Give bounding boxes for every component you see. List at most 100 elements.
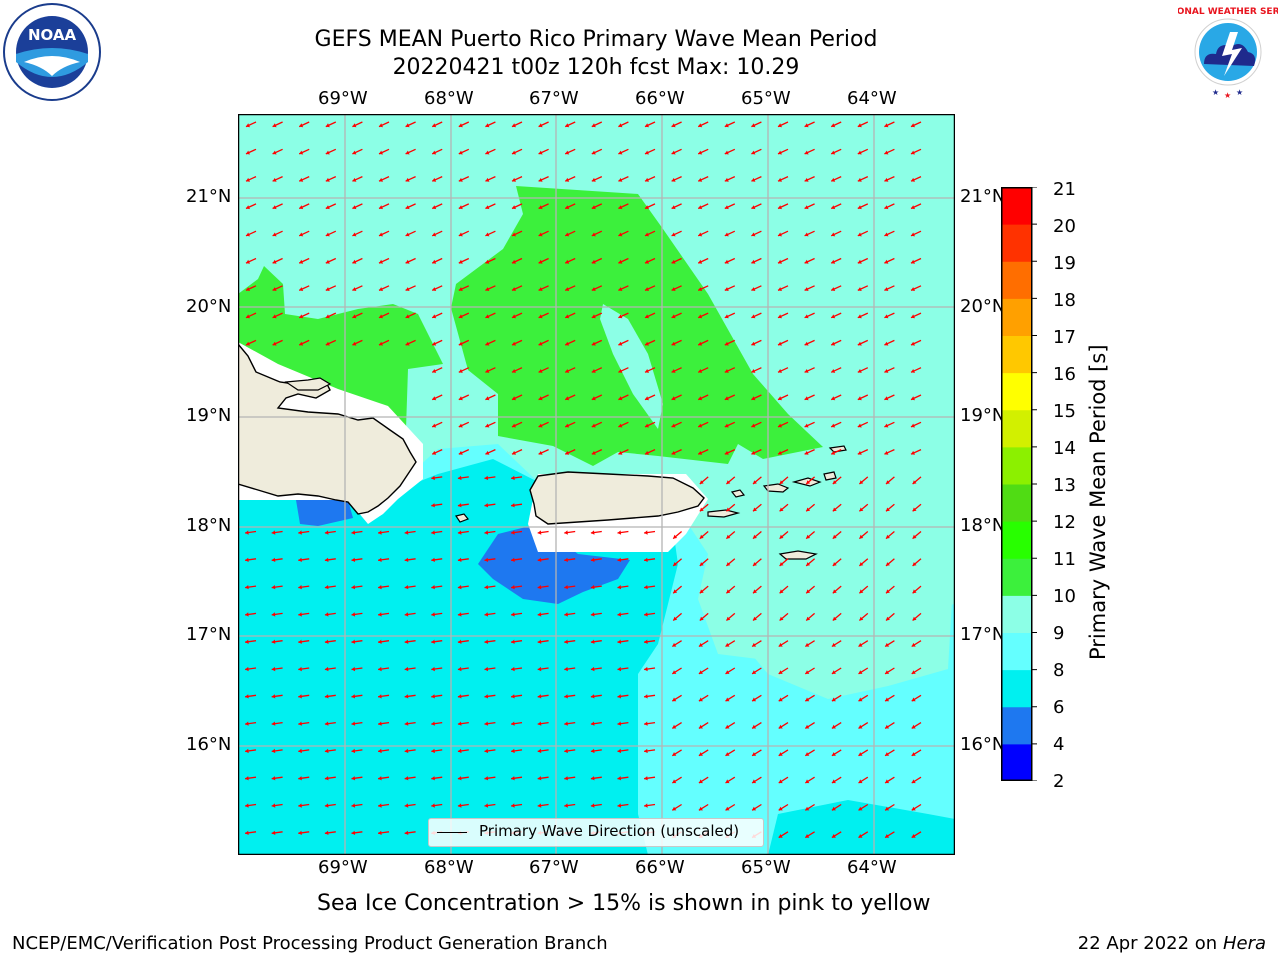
nws-logo: NATIONAL WEATHER SERVICE ★ ★ ★ xyxy=(1178,4,1278,100)
wave-arrow-head xyxy=(272,205,277,210)
wave-arrow-head xyxy=(644,803,648,808)
wave-arrow-head xyxy=(645,314,649,319)
wave-arrow-head xyxy=(832,507,837,512)
wave-arrow-head xyxy=(858,697,863,702)
wave-arrow-head xyxy=(726,589,731,594)
wave-arrow-head xyxy=(645,369,649,373)
wave-arrow-head xyxy=(431,475,435,481)
wave-arrow-head xyxy=(457,748,462,754)
wave-arrow-head xyxy=(565,423,570,428)
wave-arrow-head xyxy=(458,150,463,155)
wave-arrow-head xyxy=(673,562,678,566)
wave-arrow-head xyxy=(618,232,623,237)
wave-arrow-head xyxy=(432,423,437,428)
wave-arrow-head xyxy=(299,259,304,264)
wave-arrow-head xyxy=(699,507,704,512)
wave-arrow-head xyxy=(271,776,276,781)
wave-arrow-head xyxy=(298,748,302,754)
wave-arrow-head xyxy=(699,534,704,539)
wave-arrow-head xyxy=(457,612,462,617)
wave-arrow-head xyxy=(378,721,382,726)
wave-arrow-head xyxy=(485,232,490,237)
wave-arrow-head xyxy=(512,150,516,155)
wave-arrow-head xyxy=(564,530,568,535)
lon-label-top-69w: 69°W xyxy=(318,88,368,109)
wave-arrow-head xyxy=(857,287,862,291)
wave-arrow-head xyxy=(699,480,704,484)
wave-arrow-head xyxy=(806,534,811,539)
wave-arrow-head xyxy=(378,557,382,562)
wave-arrow-head xyxy=(457,475,462,481)
nws-ring-text: NATIONAL WEATHER SERVICE xyxy=(1178,7,1278,17)
wave-arrow-head xyxy=(298,803,302,808)
wave-arrow-head xyxy=(725,752,730,756)
legend-label: Primary Wave Direction (unscaled) xyxy=(479,822,740,840)
wave-arrow-head xyxy=(458,123,463,128)
wave-arrow-head xyxy=(431,776,435,781)
wave-arrow-head xyxy=(432,150,437,155)
colorbar-segment xyxy=(1001,743,1032,781)
wave-arrow-head xyxy=(379,314,383,319)
lat-label-right-21n: 21°N xyxy=(960,186,1006,207)
wave-arrow-head xyxy=(537,612,542,617)
wave-arrow-head xyxy=(698,232,703,237)
wave-arrow-head xyxy=(804,450,809,455)
wave-arrow-head xyxy=(405,287,410,291)
wave-arrow-head xyxy=(671,205,676,210)
wave-arrow-head xyxy=(885,779,890,784)
wave-arrow-head xyxy=(432,205,437,210)
wave-arrow-head xyxy=(565,177,570,182)
wave-arrow-head xyxy=(378,776,382,781)
lat-label-left-21n: 21°N xyxy=(186,186,232,207)
wave-arrow-head xyxy=(617,721,622,726)
wave-arrow-head xyxy=(432,123,437,128)
wave-arrow-head xyxy=(806,589,811,594)
wave-arrow-head xyxy=(484,666,489,672)
wave-arrow-head xyxy=(644,639,648,644)
wave-arrow-head xyxy=(485,123,490,128)
wave-arrow-head xyxy=(458,259,463,264)
wave-arrow-head xyxy=(778,150,782,155)
wave-arrow-head xyxy=(698,341,703,346)
wave-arrow-head xyxy=(673,589,678,594)
wave-arrow-head xyxy=(885,642,890,647)
wave-arrow-head xyxy=(645,423,649,428)
wave-arrow-head xyxy=(806,616,811,621)
wave-arrow-head xyxy=(511,475,515,481)
wave-arrow-head xyxy=(672,752,677,756)
lat-label-right-19n: 19°N xyxy=(960,405,1006,426)
wave-arrow-head xyxy=(699,589,704,594)
wave-arrow-head xyxy=(272,314,277,319)
wave-arrow-head xyxy=(404,585,409,590)
wave-arrow-head xyxy=(751,150,756,155)
wave-arrow-head xyxy=(245,830,249,835)
colorbar-tick-16: 16 xyxy=(1053,364,1076,385)
wave-arrow-head xyxy=(671,341,676,346)
wave-arrow-head xyxy=(537,803,542,808)
wave-arrow-head xyxy=(724,369,729,373)
wave-arrow-head xyxy=(831,123,836,128)
wave-arrow-head xyxy=(644,694,648,699)
wave-arrow-head xyxy=(886,507,890,512)
wave-arrow-head xyxy=(618,314,623,319)
lon-label-top-65w: 65°W xyxy=(741,88,791,109)
wave-arrow-head xyxy=(485,150,490,155)
wave-arrow-head xyxy=(272,287,277,291)
wave-arrow-head xyxy=(912,507,917,512)
wave-arrow-head xyxy=(405,150,410,155)
wave-arrow-head xyxy=(272,177,277,182)
wave-arrow-head xyxy=(324,748,329,754)
wave-arrow-head xyxy=(885,670,890,674)
wave-arrow-head xyxy=(590,803,595,808)
wave-arrow-head xyxy=(351,530,356,535)
wave-arrow-head xyxy=(458,369,463,373)
wave-arrow-head xyxy=(564,557,568,562)
wave-arrow-head xyxy=(911,697,916,702)
wave-arrow-head xyxy=(591,369,596,373)
wave-arrow-head xyxy=(618,205,623,210)
wave-arrow-head xyxy=(351,639,356,644)
lat-label-left-19n: 19°N xyxy=(186,405,232,426)
wave-arrow-head xyxy=(404,612,409,617)
wave-arrow-head xyxy=(565,396,570,401)
wave-arrow-head xyxy=(644,748,648,754)
